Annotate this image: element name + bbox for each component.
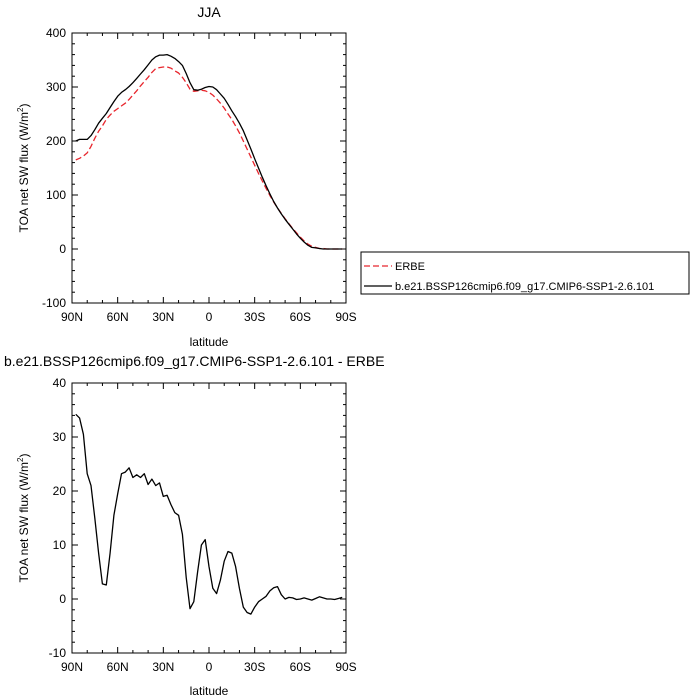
panel-top-y-axis-title-main: TOA net SW flux (W/m (17, 112, 31, 232)
panel-bottom-y-tick-label: 40 (53, 376, 67, 390)
panel-bottom-series-line-1 (75, 413, 343, 615)
panel-top-plot-frame (71, 32, 347, 304)
panel-top-y-axis-title: TOA net SW flux (W/m2) (16, 104, 31, 233)
panel-bottom-y-tick-label: -10 (49, 646, 67, 660)
panel-top-y-tick-label: 200 (46, 134, 66, 148)
panel-bottom-x-tick-label: 90N (61, 660, 83, 674)
panel-bottom-y-axis-title-sup: 2 (16, 457, 25, 462)
panel-bottom-x-tick-label: 0 (206, 660, 213, 674)
panel-top-y-axis-title-tail: ) (17, 104, 31, 108)
panel-top-y-tick-label: 100 (46, 188, 66, 202)
panel-bottom-x-axis-title: latitude (190, 684, 229, 698)
panel-top: JJA 90N 60N 30N 0 30S 60S 90S -100 0 100 200 300 400… (16, 4, 690, 349)
panel-bottom-y-axis-title-tail: ) (17, 454, 31, 458)
panel-top-y-axis-title-sup: 2 (16, 107, 25, 112)
panel-bottom-y-tick-label: 20 (53, 484, 67, 498)
panel-top-x-tick-label: 30S (244, 310, 265, 324)
panel-bottom-y-tick-label: 30 (53, 430, 67, 444)
panel-top-tick-labels: 90N 60N 30N 0 30S 60S 90S -100 0 100 200 300 400 (42, 26, 357, 324)
panel-top-series-line-1 (75, 66, 343, 250)
panel-bottom-y-tick-label: 10 (53, 538, 67, 552)
panel-top-ticks (71, 32, 347, 304)
panel-bottom-x-tick-label: 90S (335, 660, 356, 674)
panel-bottom: b.e21.BSSP126cmip6.f09_g17.CMIP6-SSP1-2.… (4, 353, 385, 698)
panel-bottom-series-group (75, 413, 343, 615)
panel-bottom-plot-frame (71, 382, 347, 654)
panel-top-x-tick-label: 60S (290, 310, 311, 324)
panel-top-series-group (75, 53, 343, 250)
panel-top-x-tick-label: 60N (107, 310, 129, 324)
panel-top-x-axis-title: latitude (190, 335, 229, 349)
panel-bottom-y-axis-title-main: TOA net SW flux (W/m (17, 462, 31, 582)
legend: ERBE b.e21.BSSP126cmip6.f09_g17.CMIP6-SS… (360, 251, 690, 295)
panel-bottom-y-tick-label: 0 (59, 592, 66, 606)
panel-bottom-x-tick-label: 60S (290, 660, 311, 674)
panel-top-x-tick-label: 90N (61, 310, 83, 324)
legend-box (360, 251, 690, 295)
panel-top-y-tick-label: -100 (42, 296, 66, 310)
panel-top-y-tick-label: 300 (46, 80, 66, 94)
panel-top-title: JJA (197, 4, 221, 20)
panel-bottom-y-axis-title: TOA net SW flux (W/m2) (16, 454, 31, 583)
panel-top-x-tick-label: 90S (335, 310, 356, 324)
legend-entry-erbe: ERBE (395, 261, 425, 273)
panel-top-x-tick-label: 0 (206, 310, 213, 324)
panel-bottom-tick-labels: 90N 60N 30N 0 30S 60S 90S -10 0 10 20 30 40 (49, 376, 357, 674)
panel-top-series-line-2 (75, 53, 343, 250)
panel-top-y-tick-label: 0 (59, 242, 66, 256)
panel-top-x-tick-label: 30N (152, 310, 174, 324)
panel-bottom-title: b.e21.BSSP126cmip6.f09_g17.CMIP6-SSP1-2.… (4, 353, 385, 369)
panel-bottom-x-tick-label: 30S (244, 660, 265, 674)
panel-top-y-tick-label: 400 (46, 26, 66, 40)
panel-bottom-x-tick-label: 30N (152, 660, 174, 674)
panel-bottom-x-tick-label: 60N (107, 660, 129, 674)
legend-entry-model: b.e21.BSSP126cmip6.f09_g17.CMIP6-SSP1-2.… (395, 281, 654, 293)
